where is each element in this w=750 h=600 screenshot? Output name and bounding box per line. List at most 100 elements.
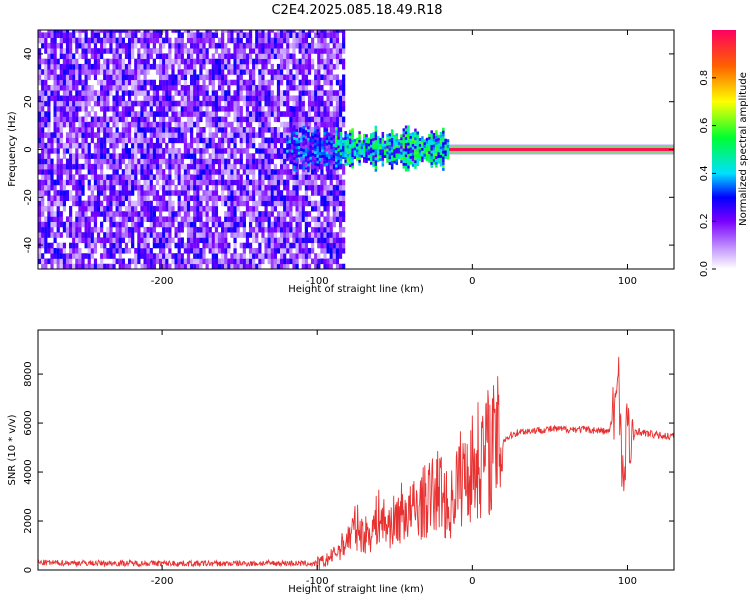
- spectrogram-cell: [149, 63, 153, 70]
- spectrogram-cell: [273, 216, 277, 223]
- spectrogram-cell: [314, 190, 318, 196]
- spectrogram-cell: [196, 53, 200, 60]
- spectrogram-cell: [78, 132, 82, 138]
- spectrogram-cell: [103, 116, 107, 123]
- spectrogram-cell: [344, 148, 347, 152]
- spectrogram-cell: [326, 58, 330, 65]
- spectrogram-cell: [267, 53, 271, 60]
- spectrogram-cell: [298, 84, 302, 91]
- spectrogram-cell: [165, 142, 169, 149]
- spectrogram-cell: [146, 63, 150, 70]
- spectrogram-cell: [289, 253, 293, 259]
- spectrogram-cell: [103, 127, 107, 133]
- spectrogram-cell: [199, 263, 203, 269]
- spectrogram-cell: [44, 184, 48, 191]
- spectrogram-cell: [314, 106, 318, 112]
- spectrogram-cell: [255, 163, 259, 170]
- spectrogram-cell: [270, 148, 274, 154]
- spectrogram-cell: [320, 106, 324, 112]
- spectrogram-cell: [93, 153, 98, 159]
- spectrogram-cell: [252, 95, 256, 102]
- spectrogram-cell: [239, 232, 243, 238]
- spectrogram-cell: [81, 174, 85, 180]
- spectrogram-cell: [346, 156, 350, 160]
- spectrogram-cell: [103, 148, 107, 154]
- spectrogram-cell: [264, 111, 268, 117]
- spectrogram-cell: [75, 37, 79, 44]
- spectrogram-cell: [165, 190, 169, 196]
- spectrogram-cell: [50, 232, 54, 238]
- spectrogram-cell: [69, 42, 73, 49]
- spectrogram-cell: [390, 129, 394, 133]
- spectrogram-cell: [72, 226, 76, 233]
- spectrogram-cell: [202, 48, 206, 54]
- spectrogram-cell: [301, 216, 305, 223]
- spectrogram-cell: [44, 190, 48, 196]
- spectrogram-cell: [316, 169, 319, 173]
- spectrogram-cell: [171, 200, 175, 207]
- spectrogram-cell: [174, 90, 178, 96]
- spectrogram-cell: [326, 247, 330, 254]
- spectrogram-cell: [162, 74, 166, 81]
- spectrogram-cell: [329, 258, 333, 265]
- spectrogram-cell: [149, 211, 153, 217]
- spectrogram-cell: [140, 216, 144, 223]
- spectrogram-cell: [214, 116, 219, 123]
- spectrogram-cell: [140, 174, 144, 180]
- spectrogram-cell: [301, 32, 305, 38]
- spectrogram-cell: [146, 32, 150, 38]
- spectrogram-cell: [374, 165, 378, 169]
- spectrogram-cell: [115, 37, 119, 44]
- spectrogram-cell: [140, 42, 144, 49]
- spectrogram-cell: [174, 132, 178, 138]
- spectrogram-cell: [300, 153, 303, 157]
- spectrogram-cell: [338, 111, 343, 117]
- spectrogram-cell: [131, 148, 135, 154]
- spectrogram-cell: [96, 158, 101, 165]
- spectrogram-cell: [56, 137, 60, 144]
- spectrogram-cell: [75, 242, 79, 249]
- spectrogram-cell: [330, 140, 333, 144]
- spectrogram-cell: [390, 166, 394, 170]
- spectrogram-cell: [205, 221, 209, 228]
- spectrogram-cell: [41, 111, 45, 117]
- spectrogram-cell: [50, 211, 54, 217]
- spectrogram-cell: [152, 42, 156, 49]
- spectrogram-cell: [286, 237, 290, 244]
- spectrogram-cell: [298, 237, 302, 244]
- spectrogram-cell: [87, 142, 91, 149]
- colorbar-gradient: [712, 30, 736, 269]
- spectrogram-cell: [137, 137, 141, 144]
- spectrogram-cell: [302, 160, 305, 164]
- spectrogram-cell: [155, 32, 160, 38]
- spectrogram-cell: [227, 190, 231, 196]
- spectrogram-cell: [388, 150, 392, 154]
- spectrogram-cell: [93, 90, 98, 96]
- spectrogram-cell: [205, 242, 209, 249]
- spectrogram-cell: [320, 32, 324, 38]
- spectrogram-cell: [255, 253, 259, 259]
- spectrogram-cell: [180, 48, 184, 54]
- spectrogram-cell: [267, 174, 271, 180]
- spectrogram-cell: [332, 211, 336, 217]
- spectrogram-cell: [261, 42, 265, 49]
- spectrogram-cell: [337, 162, 340, 166]
- spectrogram-cell: [261, 190, 265, 196]
- spectrogram-cell: [329, 169, 333, 175]
- spectrogram-cell: [177, 253, 181, 259]
- spectrogram-cell: [90, 169, 94, 175]
- spectrogram-cell: [75, 95, 79, 102]
- spectrogram-cell: [124, 142, 129, 149]
- spectrogram-cell: [96, 116, 101, 123]
- spectrogram-cell: [186, 100, 191, 107]
- spectrogram-cell: [174, 253, 178, 259]
- spectrogram-cell: [245, 116, 250, 123]
- spectrogram-cell: [38, 142, 42, 149]
- spectrogram-cell: [155, 195, 160, 201]
- spectrogram-cell: [112, 253, 116, 259]
- spectrogram-cell: [78, 179, 82, 186]
- spectrogram-cell: [353, 156, 357, 160]
- spectrogram-cell: [134, 90, 138, 96]
- spectrogram-cell: [233, 195, 237, 201]
- spectrogram-cell: [202, 74, 206, 81]
